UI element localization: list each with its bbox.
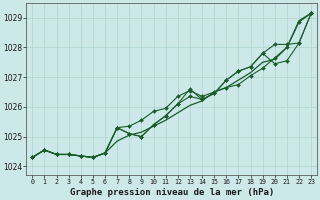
X-axis label: Graphe pression niveau de la mer (hPa): Graphe pression niveau de la mer (hPa) — [69, 188, 274, 197]
